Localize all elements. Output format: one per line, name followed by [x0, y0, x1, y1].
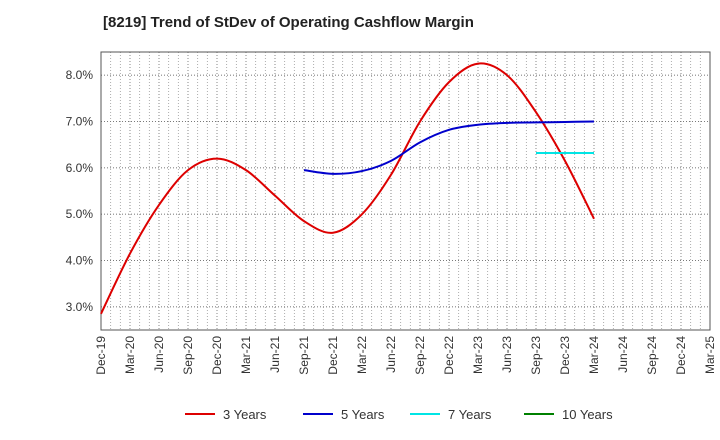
x-tick-label: Mar-22: [355, 336, 369, 374]
y-tick-label: 4.0%: [66, 254, 94, 268]
legend-label-7-years: 7 Years: [448, 407, 492, 422]
x-tick-label: Jun-21: [268, 336, 282, 373]
x-tick-label: Sep-22: [413, 336, 427, 375]
y-tick-label: 5.0%: [66, 207, 94, 221]
series-line-5-years: [303, 120, 595, 175]
x-tick-label: Jun-22: [384, 336, 398, 373]
legend-label-10-years: 10 Years: [562, 407, 613, 422]
x-tick-label: Jun-20: [152, 336, 166, 373]
x-tick-label: Dec-22: [442, 336, 456, 375]
x-tick-label: Dec-23: [558, 336, 572, 375]
x-tick-label: Mar-21: [239, 336, 253, 374]
x-tick-label: Sep-23: [529, 336, 543, 375]
x-tick-label: Mar-20: [123, 336, 137, 374]
series-lines: [100, 62, 595, 315]
x-tick-label: Jun-24: [616, 336, 630, 373]
x-tick-label: Mar-25: [703, 336, 717, 374]
grid: [101, 52, 710, 330]
x-tick-label: Dec-19: [94, 336, 108, 375]
x-tick-label: Mar-24: [587, 336, 601, 374]
y-tick-label: 8.0%: [66, 68, 94, 82]
plot-area: [101, 52, 710, 330]
y-tick-label: 6.0%: [66, 161, 94, 175]
x-tick-label: Sep-24: [645, 336, 659, 375]
legend-label-5-years: 5 Years: [341, 407, 385, 422]
chart-title: [8219] Trend of StDev of Operating Cashf…: [103, 14, 474, 31]
series-line-3-years: [100, 62, 595, 315]
axes: 3.0% 4.0% 5.0% 6.0% 7.0% 8.0% Dec-19 Mar-20 Jun-…: [66, 51, 717, 375]
x-tick-label: Sep-20: [181, 336, 195, 375]
plot-frame: [100, 51, 711, 331]
y-tick-label: 3.0%: [66, 300, 94, 314]
x-tick-label: Dec-21: [326, 336, 340, 375]
x-tick-label: Dec-20: [210, 336, 224, 375]
legend-label-3-years: 3 Years: [223, 407, 267, 422]
x-tick-label: Sep-21: [297, 336, 311, 375]
x-tick-label: Dec-24: [674, 336, 688, 375]
legend: 3 Years 5 Years 7 Years 10 Years: [185, 407, 613, 422]
x-tick-label: Mar-23: [471, 336, 485, 374]
x-tick-label: Jun-23: [500, 336, 514, 373]
y-tick-label: 7.0%: [66, 115, 94, 129]
